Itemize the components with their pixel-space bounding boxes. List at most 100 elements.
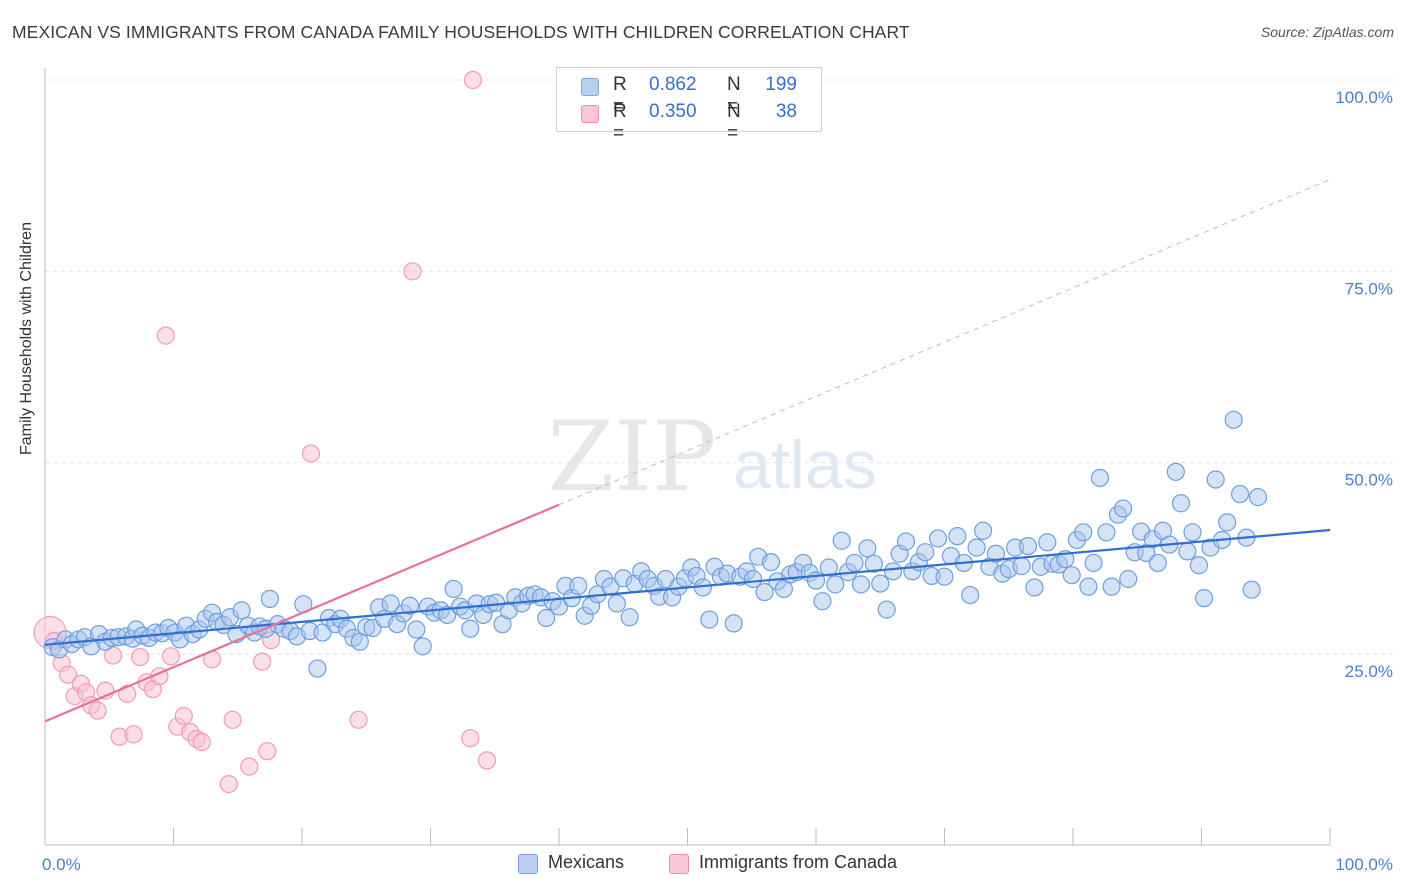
point-canada [349,710,368,729]
tick-labels: 25.0% 50.0% 75.0% 100.0% 0.0% 100.0% [42,88,1393,874]
point-mexicans [1018,536,1038,556]
point-mexicans [1074,523,1093,542]
point-mexicans [858,539,877,558]
trendlines [44,179,1331,723]
legend-r-value: 0.862 [649,74,697,95]
point-mexicans [813,592,832,611]
point-mexicans [973,521,993,540]
point-mexicans [308,659,327,678]
legend-r-label: R = [613,101,627,144]
point-mexicans [1242,580,1261,599]
legend-swatch-blue [518,854,538,874]
point-mexicans [1178,542,1197,561]
point-mexicans [1062,566,1081,585]
trendline-mexicans [44,528,1331,646]
legend-label: Immigrants from Canada [699,852,898,872]
x-tick-label: 100.0% [1335,855,1393,874]
point-mexicans [438,605,457,625]
point-mexicans [537,608,556,628]
point-mexicans [700,610,719,629]
point-mexicans [407,620,426,639]
point-mexicans [461,619,480,638]
legend-swatch-blue [581,78,599,96]
point-mexicans [883,562,903,581]
point-canada [240,757,259,776]
point-mexicans [444,579,463,599]
point-mexicans [724,614,743,633]
legend-n-label: N = [727,74,741,117]
point-mexicans [1218,513,1237,532]
legend-r-value: 0.350 [649,101,697,122]
point-canada [253,652,272,671]
point-mexicans [819,558,838,577]
point-canada [403,262,422,281]
point-mexicans [381,594,400,613]
point-mexicans [1119,569,1138,589]
point-mexicans [1224,410,1243,429]
point-mexicans [1166,462,1185,481]
point-mexicans [1183,523,1202,542]
point-mexicans [400,596,420,615]
point-mexicans [916,543,935,562]
legend-n-value: 38 [775,101,797,122]
point-canada [59,665,78,684]
point-mexicans [743,569,763,589]
point-mexicans [845,553,864,573]
axes [44,68,1331,846]
chart-title: MEXICAN VS IMMIGRANTS FROM CANADA FAMILY… [12,22,910,42]
point-mexicans [1102,577,1121,596]
watermark-zip: ZIP [547,401,716,513]
point-mexicans [896,532,916,551]
y-axis-label: Family Households with Children [18,222,35,455]
point-mexicans [851,575,871,594]
trendline-canada [44,503,560,723]
point-mexicans [826,575,845,594]
point-mexicans [569,576,588,595]
legend-swatch-pink [669,854,689,874]
point-mexicans [967,538,986,557]
point-canada [130,647,150,667]
point-mexicans [1248,488,1268,507]
point-mexicans [260,589,279,608]
point-mexicans [1171,494,1191,513]
point-mexicans [1090,468,1110,488]
legend-n-value: 199 [765,74,797,95]
point-canada [258,742,277,761]
point-mexicans [232,601,251,620]
series-mexicans-points [43,410,1268,678]
point-canada [301,444,321,463]
legend-label: Mexicans [548,852,625,872]
point-canada [219,775,238,794]
point-mexicans [1194,589,1214,608]
point-mexicans [864,554,883,573]
point-canada [156,326,175,345]
point-mexicans [948,527,967,546]
point-mexicans [1012,556,1031,576]
source-note: Source: ZipAtlas.com [1260,24,1394,40]
point-mexicans [1148,553,1167,573]
point-mexicans [1038,533,1057,552]
point-mexicans [620,608,639,627]
point-mexicans [961,585,980,605]
point-mexicans [1114,499,1133,518]
point-mexicans [1189,556,1209,575]
point-mexicans [755,582,774,602]
point-mexicans [607,594,626,613]
legend-n-label: N = [727,101,741,144]
point-mexicans [832,531,851,550]
point-mexicans [1206,470,1225,489]
point-mexicans [1084,553,1103,573]
point-canada [88,701,107,720]
point-canada [223,710,242,729]
point-canada [161,647,181,666]
y-tick-label: 100.0% [1335,88,1393,107]
point-canada [174,706,193,726]
point-mexicans [986,544,1006,563]
stats-legend: R = 0.862 N = 199 R = 0.350 N = 38 [556,67,822,144]
point-mexicans [1230,484,1250,504]
point-mexicans [871,574,890,593]
point-canada [461,729,480,748]
legend-r-label: R = [613,74,627,117]
trendline-canada [558,179,1331,506]
